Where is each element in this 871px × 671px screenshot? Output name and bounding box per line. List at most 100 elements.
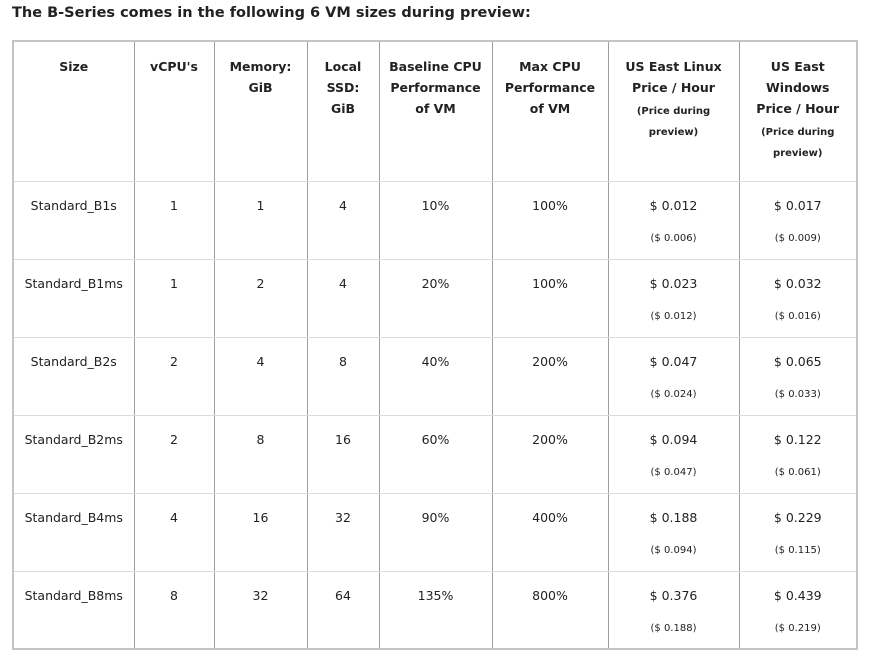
vm-size-table: Size vCPU's Memory: GiB Local SSD: GiB Baseline… <box>12 40 858 650</box>
table-cell: 64 <box>306 571 379 650</box>
preview-price: ($ 0.012) <box>650 310 697 322</box>
price-cell: $ 0.376 ($ 0.188) <box>607 571 739 650</box>
table-cell: Standard_B4ms <box>13 493 134 572</box>
header-text: vCPU's <box>150 59 198 74</box>
table-cell: 90% <box>378 493 492 572</box>
table-cell: 60% <box>378 415 492 494</box>
price: $ 0.376 <box>649 587 698 603</box>
price: $ 0.065 <box>773 353 822 369</box>
header-text: US East Linux <box>625 59 722 74</box>
price: $ 0.122 <box>773 431 822 447</box>
header-cell: Local SSD: GiB <box>306 41 379 182</box>
preview-price: ($ 0.033) <box>774 388 821 400</box>
table-cell: 32 <box>306 493 379 572</box>
price: $ 0.094 <box>649 431 698 447</box>
preview-price: ($ 0.024) <box>650 388 697 400</box>
table-row: Standard_B2ms 2 8 16 60% 200% $ 0.094 ($ 0.047)… <box>13 415 857 494</box>
table-cell: 16 <box>213 493 307 572</box>
header-text: Baseline CPU <box>389 59 482 74</box>
table-cell: 200% <box>491 415 608 494</box>
table-cell: 4 <box>306 181 379 260</box>
preview-price: ($ 0.047) <box>650 466 697 478</box>
price-cell: $ 0.094 ($ 0.047) <box>607 415 739 494</box>
preview-price: ($ 0.115) <box>774 544 821 556</box>
header-text: Max CPU <box>519 59 581 74</box>
table-cell: 4 <box>213 337 307 416</box>
price-cell: $ 0.047 ($ 0.024) <box>607 337 739 416</box>
header-text: Memory: <box>229 59 292 74</box>
price: $ 0.229 <box>773 509 822 525</box>
table-cell: Standard_B2ms <box>13 415 134 494</box>
price-cell: $ 0.065 ($ 0.033) <box>738 337 857 416</box>
price: $ 0.023 <box>649 275 698 291</box>
header-row: Size vCPU's Memory: GiB Local SSD: GiB Baseline… <box>13 41 857 182</box>
header-note: (Price during preview) <box>609 101 739 143</box>
header-note: (Price during preview) <box>740 122 857 164</box>
table-cell: 10% <box>378 181 492 260</box>
note-text: (Price during <box>636 106 711 117</box>
table-row: Standard_B1ms 1 2 4 20% 100% $ 0.023 ($ 0.012) $… <box>13 259 857 338</box>
price: $ 0.188 <box>649 509 698 525</box>
price-cell: $ 0.229 ($ 0.115) <box>738 493 857 572</box>
table-cell: Standard_B2s <box>13 337 134 416</box>
price-cell: $ 0.122 ($ 0.061) <box>738 415 857 494</box>
table-cell: 2 <box>133 415 214 494</box>
header-text: Size <box>59 59 89 74</box>
price-cell: $ 0.012 ($ 0.006) <box>607 181 739 260</box>
header-cell: Baseline CPU Performance of VM <box>378 41 492 182</box>
header-text: SSD: <box>326 80 360 95</box>
price-cell: $ 0.439 ($ 0.219) <box>738 571 857 650</box>
header-text: GiB <box>248 80 273 95</box>
preview-price: ($ 0.188) <box>650 622 697 634</box>
table-cell: 40% <box>378 337 492 416</box>
table-cell: 8 <box>133 571 214 650</box>
table-cell: 8 <box>306 337 379 416</box>
header-cell: US East Windows Price / Hour (Price during p… <box>738 41 857 182</box>
table-cell: Standard_B1ms <box>13 259 134 338</box>
table-cell: 16 <box>306 415 379 494</box>
page-title: The B-Series comes in the following 6 VM… <box>12 5 531 21</box>
preview-price: ($ 0.219) <box>774 622 821 634</box>
table-cell: 4 <box>133 493 214 572</box>
table-cell: 8 <box>213 415 307 494</box>
preview-price: ($ 0.006) <box>650 232 697 244</box>
table-cell: 1 <box>213 181 307 260</box>
header-text: GiB <box>330 101 356 116</box>
table-row: Standard_B2s 2 4 8 40% 200% $ 0.047 ($ 0.024) $ … <box>13 337 857 416</box>
header-cell: Size <box>13 41 134 182</box>
preview-price: ($ 0.061) <box>774 466 821 478</box>
table-cell: 135% <box>378 571 492 650</box>
header-cell: Max CPU Performance of VM <box>491 41 608 182</box>
header-cell: Memory: GiB <box>213 41 307 182</box>
note-text: preview) <box>773 148 823 159</box>
header-text: of VM <box>529 101 571 116</box>
header-text: US East <box>770 59 825 74</box>
price-cell: $ 0.188 ($ 0.094) <box>607 493 739 572</box>
header-text: Price / Hour <box>632 80 715 95</box>
preview-price: ($ 0.016) <box>774 310 821 322</box>
table-cell: 200% <box>491 337 608 416</box>
price: $ 0.439 <box>773 587 822 603</box>
header-text: Performance <box>390 80 481 95</box>
header-text: Price / Hour <box>756 101 840 116</box>
table-cell: Standard_B1s <box>13 181 134 260</box>
table-cell: 1 <box>133 181 214 260</box>
price-cell: $ 0.017 ($ 0.009) <box>738 181 857 260</box>
table-cell: 32 <box>213 571 307 650</box>
header-cell: US East Linux Price / Hour (Price during pr… <box>607 41 739 182</box>
table-row: Standard_B4ms 4 16 32 90% 400% $ 0.188 ($ 0.094… <box>13 493 857 572</box>
table-body: Standard_B1s 1 1 4 10% 100% $ 0.012 ($ 0.006) $ … <box>13 181 857 650</box>
table-cell: 400% <box>491 493 608 572</box>
table-cell: 2 <box>213 259 307 338</box>
table-cell: 800% <box>491 571 608 650</box>
header-text: Local <box>324 59 362 74</box>
preview-price: ($ 0.094) <box>650 544 697 556</box>
header-text: Performance <box>504 80 596 95</box>
price: $ 0.047 <box>649 353 698 369</box>
table-cell: 20% <box>378 259 492 338</box>
table-cell: 4 <box>306 259 379 338</box>
price: $ 0.012 <box>649 197 698 213</box>
table-cell: 100% <box>491 259 608 338</box>
table-row: Standard_B8ms 8 32 64 135% 800% $ 0.376 ($ 0.18… <box>13 571 857 650</box>
